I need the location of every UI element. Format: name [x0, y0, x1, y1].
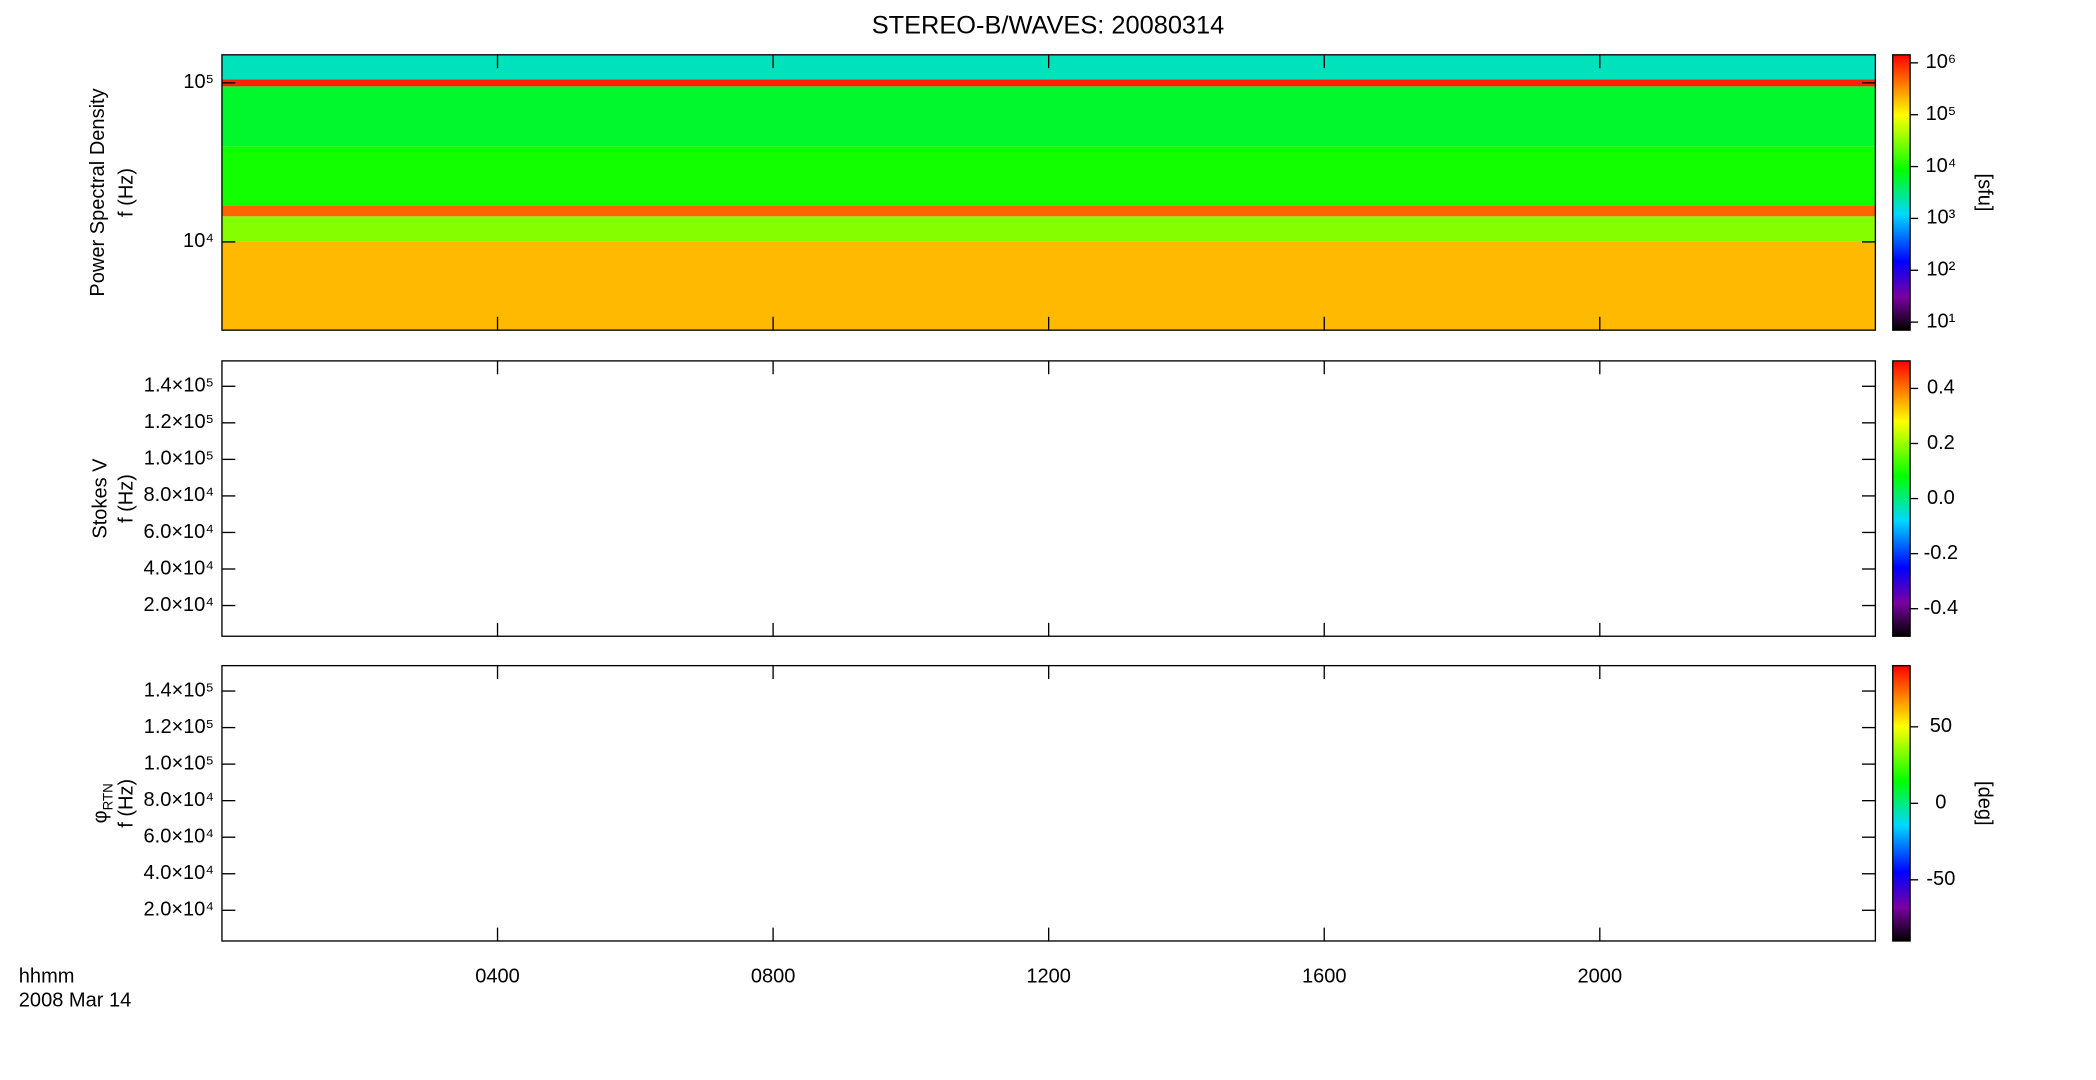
y-axis-label-2: f (Hz) [115, 168, 137, 217]
y-tick-label: 1.0×10⁵ [144, 448, 214, 470]
x-axis-label-2: 2008 Mar 14 [19, 989, 131, 1011]
colorbar [1892, 360, 1911, 637]
colorbar [1892, 54, 1911, 331]
y-tick-label: 6.0×10⁴ [144, 826, 214, 848]
plot-frame [221, 664, 1877, 942]
heat-band [221, 86, 1876, 147]
heat-band [221, 241, 1876, 331]
y-tick-label: 2.0×10⁴ [144, 899, 214, 921]
y-tick-label: 8.0×10⁴ [144, 484, 214, 506]
y-axis-label: φRTN [90, 783, 115, 823]
chart-title: STEREO-B/WAVES: 20080314 [872, 11, 1225, 39]
colorbar-tick-label: 0.4 [1927, 377, 1955, 399]
colorbar-tick-label: 10² [1926, 259, 1955, 281]
colorbar [1892, 664, 1911, 942]
heat-band [221, 216, 1876, 242]
x-tick-label: 1200 [1026, 965, 1071, 987]
x-tick-label: 0800 [751, 965, 796, 987]
plot-frame [221, 360, 1877, 637]
colorbar-tick-label: 0 [1935, 792, 1946, 814]
colorbar-tick-label: 0.0 [1927, 487, 1955, 509]
y-tick-label: 1.4×10⁵ [144, 375, 214, 397]
y-axis-label-2: f (Hz) [115, 474, 137, 523]
colorbar-tick-label: 50 [1930, 715, 1952, 737]
x-tick-label: 0400 [475, 965, 520, 987]
y-tick-label: 4.0×10⁴ [144, 862, 214, 884]
colorbar-tick-label: 0.2 [1927, 432, 1955, 454]
y-tick-label: 10⁴ [183, 230, 214, 252]
heat-band [221, 146, 1876, 206]
y-tick-label: 1.2×10⁵ [144, 716, 214, 738]
colorbar-tick-label: 10¹ [1926, 310, 1955, 332]
x-tick-label: 2000 [1578, 965, 1623, 987]
y-axis-label-sub: RTN [100, 783, 115, 810]
y-axis-label: Power Spectral Density [87, 88, 109, 296]
y-tick-label: 10⁵ [183, 71, 214, 93]
y-tick-label: 1.2×10⁵ [144, 411, 214, 433]
colorbar-tick-label: 10⁶ [1926, 51, 1957, 73]
y-tick-label: 1.0×10⁵ [144, 752, 214, 774]
y-axis-label-text: Stokes V [90, 458, 112, 539]
y-axis-label-text: Power Spectral Density [87, 88, 109, 296]
y-axis-label-2: f (Hz) [115, 779, 137, 828]
heat-band [221, 79, 1876, 87]
heat-band [221, 205, 1876, 217]
y-tick-label: 1.4×10⁵ [144, 679, 214, 701]
y-tick-label: 2.0×10⁴ [144, 594, 214, 616]
colorbar-tick-label: -0.4 [1924, 597, 1959, 619]
y-axis-label: Stokes V [90, 458, 112, 539]
x-tick-label: 1600 [1302, 965, 1347, 987]
y-tick-label: 6.0×10⁴ [144, 521, 214, 543]
colorbar-label: [deg] [1973, 781, 1995, 826]
colorbar-tick-label: 10⁵ [1926, 103, 1957, 125]
y-axis-label-text: φ [90, 810, 112, 823]
colorbar-label: [sfu] [1973, 174, 1995, 212]
colorbar-tick-label: 10⁴ [1925, 155, 1956, 177]
colorbar-tick-label: -50 [1926, 868, 1955, 890]
y-tick-label: 4.0×10⁴ [144, 557, 214, 579]
y-tick-label: 8.0×10⁴ [144, 789, 214, 811]
x-axis-label: hhmm [19, 965, 75, 987]
colorbar-tick-label: 10³ [1926, 207, 1955, 229]
colorbar-tick-label: -0.2 [1924, 542, 1959, 564]
